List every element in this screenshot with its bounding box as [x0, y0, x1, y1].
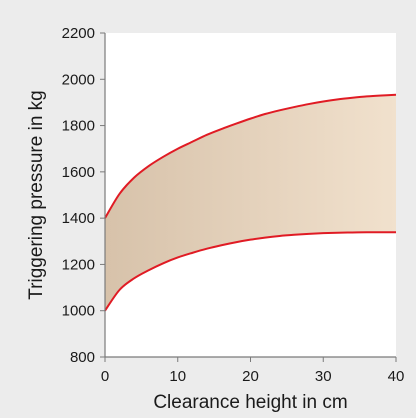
x-tick-label: 10	[169, 368, 186, 385]
x-axis-title: Clearance height in cm	[153, 392, 347, 413]
x-tick-label: 40	[388, 368, 405, 385]
x-tick-label: 20	[242, 368, 259, 385]
y-tick-label: 1200	[62, 256, 95, 273]
lower-bound-line	[104, 231, 396, 312]
y-tick-label: 1800	[62, 118, 95, 135]
upper-bound-line	[104, 93, 397, 219]
y-axis-title: Triggering pressure in kg	[26, 90, 47, 299]
y-tick-label: 2200	[62, 25, 95, 42]
x-tick-label: 30	[315, 368, 332, 385]
y-tick-label: 1600	[62, 164, 95, 181]
x-tick-label: 0	[101, 368, 109, 385]
y-tick-label: 2000	[62, 71, 95, 88]
y-tick-label: 1000	[62, 303, 95, 320]
y-tick-label: 1400	[62, 210, 95, 227]
y-tick-label: 800	[70, 349, 95, 366]
